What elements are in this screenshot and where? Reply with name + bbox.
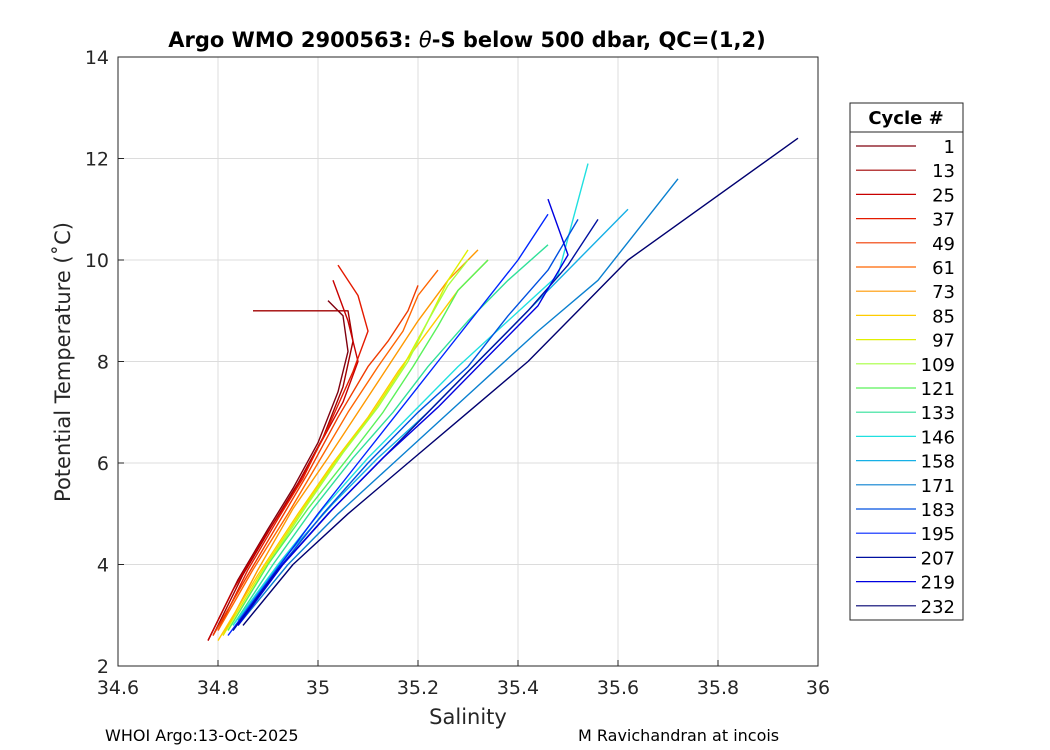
series-line-cycle-133	[232, 244, 549, 626]
legend-label-cycle-207: 207	[921, 548, 955, 569]
series-line-cycle-121	[227, 259, 489, 631]
series-line-cycle-183	[232, 219, 579, 631]
chart-title: Argo WMO 2900563: θ-S below 500 dbar, QC…	[168, 28, 765, 52]
y-tick-label: 10	[85, 250, 109, 272]
series-line-cycle-73	[222, 249, 479, 636]
series-line-cycle-171	[237, 178, 679, 626]
legend-label-cycle-158: 158	[921, 452, 955, 473]
y-tick-label: 14	[85, 47, 109, 69]
legend-entries: 1 13 25 37 49 61 73 85 97 109 121 133 146 158 171 183 19…	[856, 137, 955, 618]
series-line-cycle-109	[227, 259, 469, 631]
legend-title: Cycle #	[868, 108, 943, 129]
x-tick-label: 35.4	[497, 677, 539, 699]
legend-label-cycle-13: 13	[932, 161, 955, 182]
series-line-cycle-85	[217, 259, 489, 641]
legend: Cycle # 1 13 25 37 49 61 73 85 97 109 121 133 146 158…	[849, 102, 964, 621]
series-line-cycle-195	[227, 213, 549, 636]
y-tick-label: 12	[85, 149, 109, 171]
legend-label-cycle-97: 97	[932, 331, 955, 352]
legend-label-cycle-37: 37	[932, 210, 955, 231]
legend-label-cycle-49: 49	[932, 234, 955, 255]
series-group	[207, 137, 799, 641]
legend-label-cycle-73: 73	[932, 282, 955, 303]
y-tick-label: 8	[97, 352, 109, 374]
y-tick-label: 6	[97, 453, 109, 475]
y-axis-label: Potential Temperature (˚C)	[51, 222, 75, 502]
legend-label-cycle-85: 85	[932, 306, 955, 327]
legend-label-cycle-25: 25	[932, 185, 955, 206]
legend-label-cycle-195: 195	[921, 524, 955, 545]
x-tick-label: 35.6	[597, 677, 639, 699]
footer-left: WHOI Argo:13-Oct-2025	[105, 726, 299, 745]
legend-label-cycle-133: 133	[921, 403, 955, 424]
y-tick-label: 4	[97, 555, 109, 577]
legend-label-cycle-183: 183	[921, 500, 955, 521]
series-line-cycle-61	[217, 269, 439, 631]
x-axis-ticks: 34.6 34.8 35 35.2 35.4 35.6 35.8 36	[97, 660, 830, 699]
legend-label-cycle-1: 1	[944, 137, 955, 158]
legend-label-cycle-109: 109	[921, 355, 955, 376]
legend-label-cycle-171: 171	[921, 476, 955, 497]
footer-right: M Ravichandran at incois	[578, 726, 779, 745]
legend-label-cycle-61: 61	[932, 258, 955, 279]
title-suffix: -S below 500 dbar, QC=(1,2)	[432, 28, 766, 52]
series-line-cycle-37	[217, 264, 369, 631]
y-axis-ticks: 2 4 6 8 10 12 14	[85, 47, 124, 678]
legend-label-cycle-232: 232	[921, 597, 955, 618]
legend-box	[849, 102, 964, 621]
legend-label-cycle-219: 219	[921, 573, 955, 594]
y-tick-label: 2	[97, 656, 109, 678]
legend-label-cycle-121: 121	[921, 379, 955, 400]
series-line-cycle-219	[237, 198, 569, 626]
title-prefix: Argo WMO 2900563:	[168, 28, 419, 52]
x-tick-label: 34.6	[97, 677, 139, 699]
title-theta: θ	[419, 28, 432, 52]
x-tick-label: 35.2	[397, 677, 439, 699]
x-tick-label: 34.8	[197, 677, 239, 699]
x-tick-label: 35	[306, 677, 330, 699]
series-line-cycle-49	[212, 285, 419, 636]
x-axis-label: Salinity	[429, 705, 507, 729]
x-tick-label: 36	[806, 677, 830, 699]
series-line-cycle-232	[242, 137, 799, 626]
series-line-cycle-146	[232, 163, 589, 626]
x-tick-label: 35.8	[697, 677, 739, 699]
series-line-cycle-97	[222, 249, 469, 636]
series-line-cycle-1	[207, 300, 349, 641]
legend-label-cycle-146: 146	[921, 427, 955, 448]
